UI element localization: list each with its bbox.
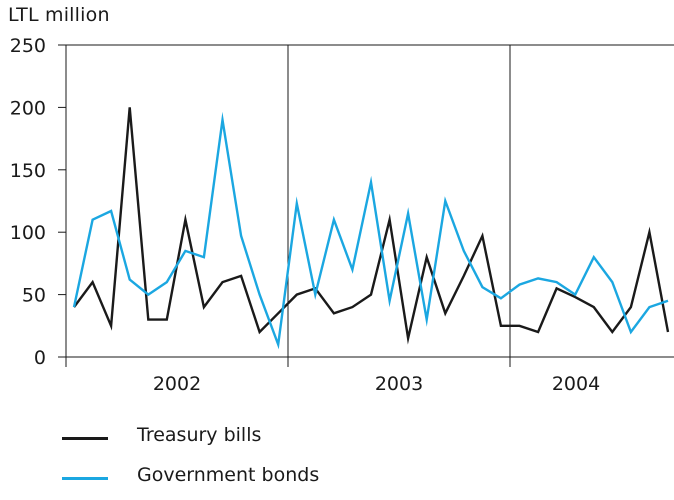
y-tick-label-0: 0 xyxy=(34,347,46,369)
x-year-label-2003: 2003 xyxy=(375,373,423,395)
y-tick-label-200: 200 xyxy=(10,97,46,119)
legend-swatch-treasury-bills xyxy=(62,437,108,440)
series-line-government-bonds xyxy=(72,111,669,350)
x-year-label-2004: 2004 xyxy=(552,373,600,395)
series-line-treasury-bills xyxy=(73,107,670,345)
y-tick-label-100: 100 xyxy=(10,222,46,244)
y-axis-title: LTL million xyxy=(8,4,110,26)
legend-label-government-bonds: Government bonds xyxy=(137,464,320,486)
legend-label-treasury-bills: Treasury bills xyxy=(137,424,262,446)
y-tick-label-150: 150 xyxy=(10,160,46,182)
legend-swatch-government-bonds xyxy=(62,477,108,480)
x-year-label-2002: 2002 xyxy=(153,373,201,395)
y-tick-label-250: 250 xyxy=(10,35,46,57)
line-chart: 0 50 100 150 200 250 2002 2003 2004 xyxy=(10,35,674,395)
y-tick-label-50: 50 xyxy=(22,285,46,307)
